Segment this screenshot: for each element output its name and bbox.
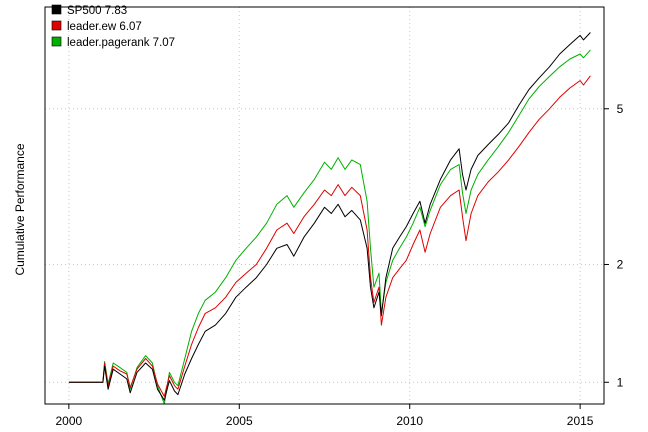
x-tick-label-2005: 2005 <box>226 414 253 428</box>
legend-label-2: leader.pagerank 7.07 <box>67 37 175 49</box>
y-axis-label: Cumulative Performance <box>13 143 27 275</box>
series-line-leader-ew <box>68 75 591 397</box>
legend-swatch-2 <box>51 36 62 47</box>
legend-label-0: SP500 7.83 <box>67 5 127 17</box>
series-line-leader-pagerank <box>68 49 591 405</box>
x-tick-label-2010: 2010 <box>396 414 423 428</box>
x-tick-label-2000: 2000 <box>56 414 83 428</box>
legend-label-1: leader.ew 6.07 <box>67 21 142 33</box>
x-tick-label-2015: 2015 <box>567 414 594 428</box>
y-tick-label-2: 2 <box>617 257 624 271</box>
series-line-sp500 <box>68 32 591 401</box>
y-tick-label-1: 1 <box>617 375 624 389</box>
legend: SP500 7.83 leader.ew 6.07 leader.pagerank … <box>51 4 175 49</box>
grid <box>45 7 604 404</box>
series-lines <box>68 32 591 405</box>
legend-swatch-1 <box>51 20 62 31</box>
legend-swatch-0 <box>51 4 62 15</box>
plot-frame <box>44 6 605 405</box>
axes: 2000 2005 2010 2015 1 2 5 <box>56 102 624 428</box>
y-tick-label-5: 5 <box>617 102 624 116</box>
